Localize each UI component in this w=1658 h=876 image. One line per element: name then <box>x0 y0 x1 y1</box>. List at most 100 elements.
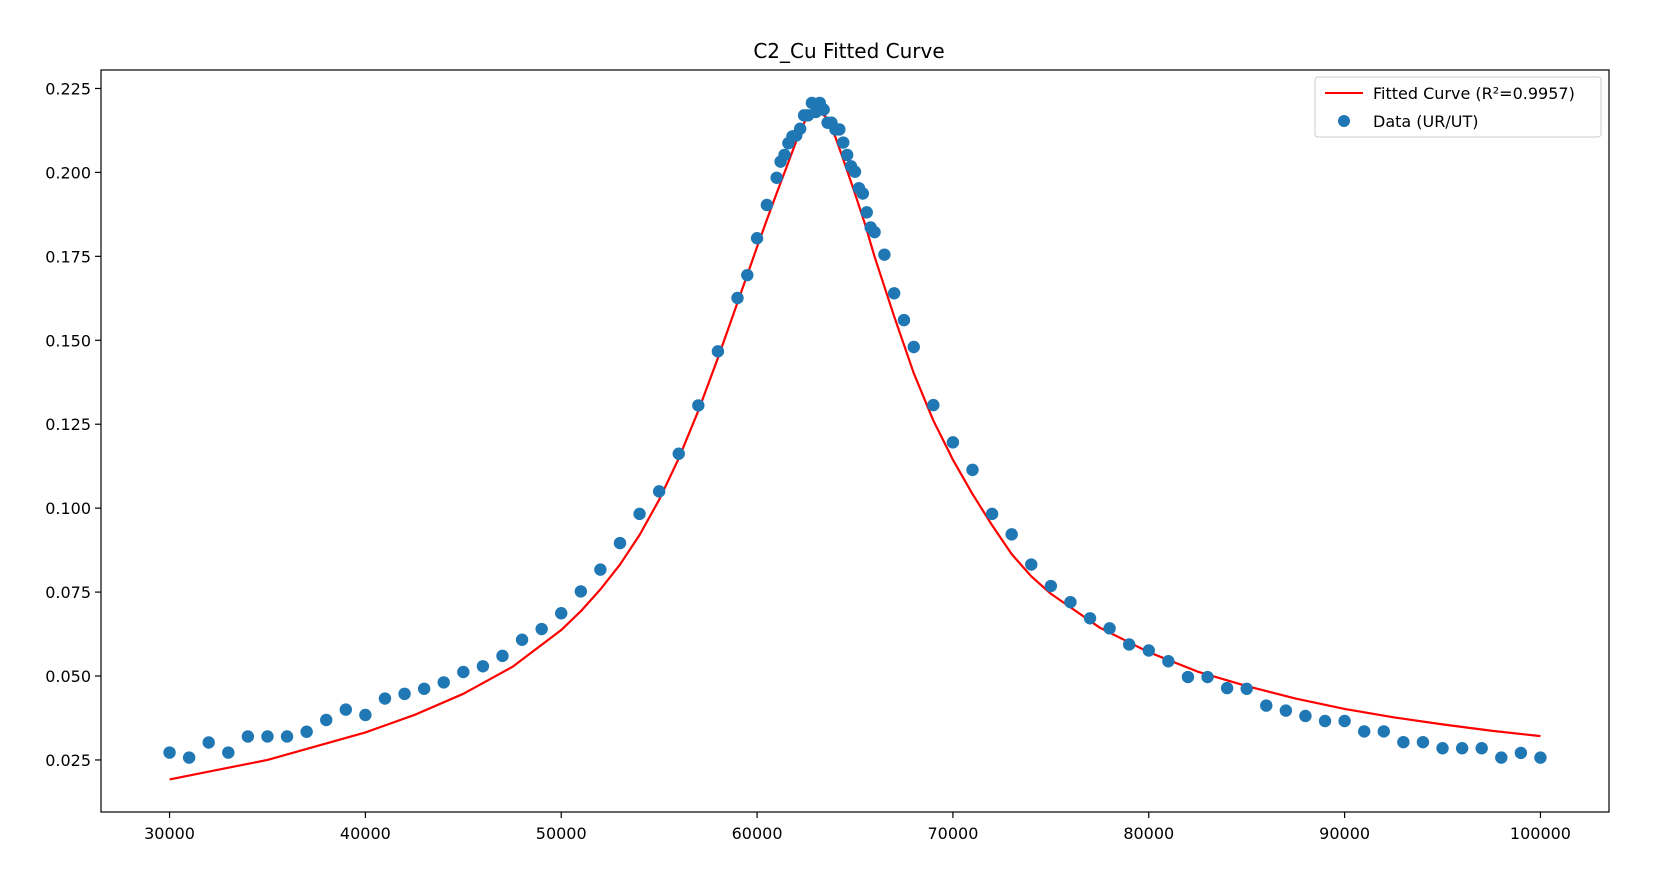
data-point <box>741 268 754 282</box>
x-tick-label: 60000 <box>732 824 783 843</box>
y-tick-label: 0.200 <box>45 163 91 182</box>
legend-label-data: Data (UR/UT) <box>1373 112 1478 131</box>
y-tick-label: 0.100 <box>45 499 91 518</box>
data-point <box>398 687 411 701</box>
data-point <box>856 187 870 200</box>
data-point <box>574 585 588 598</box>
data-point <box>1357 725 1371 738</box>
data-point <box>793 122 807 135</box>
data-point <box>848 165 862 178</box>
y-axis: 0.025 0.050 0.075 0.100 0.125 0.150 0.175 0.200… <box>45 79 101 770</box>
data-point <box>840 148 854 162</box>
legend-box <box>1314 76 1602 138</box>
data-point <box>1220 681 1234 695</box>
data-point <box>1103 622 1116 635</box>
series-layer <box>163 96 1547 781</box>
data-point <box>1181 670 1195 684</box>
data-point <box>711 345 725 358</box>
data-point <box>1201 670 1214 684</box>
y-tick-label: 0.075 <box>45 583 91 602</box>
data-point <box>1142 644 1155 657</box>
data-point <box>1279 704 1293 717</box>
data-point <box>339 703 353 716</box>
data-point <box>817 103 830 116</box>
data-point <box>1455 742 1469 755</box>
data-point <box>672 447 685 460</box>
data-point <box>535 622 548 636</box>
data-point <box>887 287 901 300</box>
data-point <box>750 232 764 245</box>
data-point <box>1436 742 1449 755</box>
data-point <box>222 746 235 759</box>
data-point <box>594 563 607 576</box>
data-point <box>1299 709 1312 723</box>
data-point <box>437 676 450 689</box>
data-point <box>1534 751 1547 764</box>
y-tick-label: 0.050 <box>45 667 91 686</box>
data-point <box>378 692 392 705</box>
data-point <box>1162 655 1175 668</box>
data-point <box>359 708 372 722</box>
x-tick-label: 50000 <box>536 824 587 843</box>
y-tick-label: 0.225 <box>45 79 91 98</box>
data-point <box>760 198 774 212</box>
legend-marker-swatch <box>1338 115 1350 127</box>
x-axis: 30000 40000 50000 60000 70000 80000 90000 10000… <box>144 812 1571 843</box>
plot-frame <box>100 69 1610 813</box>
x-tick-label: 100000 <box>1510 824 1571 843</box>
data-point <box>868 225 881 239</box>
chart-title: C2_Cu Fitted Curve <box>753 39 944 63</box>
x-tick-label: 70000 <box>927 824 978 843</box>
data-point <box>515 633 529 646</box>
data-point <box>1025 558 1038 571</box>
data-point <box>182 751 196 764</box>
y-tick-label: 0.150 <box>45 331 91 350</box>
data-point <box>613 536 627 550</box>
data-point <box>897 313 911 327</box>
data-point <box>837 136 850 149</box>
x-tick-label: 90000 <box>1319 824 1370 843</box>
data-point <box>652 485 666 498</box>
data-point <box>280 730 294 743</box>
data-point <box>946 436 960 449</box>
plot-background <box>101 70 1609 812</box>
data-point <box>417 682 431 695</box>
x-tick-label: 30000 <box>144 824 195 843</box>
data-point <box>878 248 891 261</box>
legend: Fitted Curve (R²=0.9957) Data (UR/UT) <box>1314 76 1602 138</box>
data-point <box>1416 735 1430 749</box>
data-point <box>1122 638 1136 651</box>
data-point <box>770 171 783 184</box>
data-point <box>163 746 176 759</box>
data-point <box>1064 595 1077 609</box>
data-point <box>966 463 979 477</box>
data-point <box>731 291 744 305</box>
y-tick-label: 0.125 <box>45 415 91 434</box>
data-point <box>496 649 509 663</box>
data-point <box>1044 579 1058 593</box>
data-point <box>1240 682 1253 695</box>
x-tick-label: 40000 <box>340 824 391 843</box>
data-point <box>927 398 940 412</box>
data-point <box>860 206 873 219</box>
data-point <box>1083 612 1097 625</box>
data-point <box>261 730 274 743</box>
data-point <box>778 148 791 162</box>
data-point <box>1005 528 1018 541</box>
data-point <box>1260 699 1273 712</box>
data-point <box>1495 751 1508 764</box>
legend-label-fitted: Fitted Curve (R²=0.9957) <box>1373 84 1575 103</box>
data-point <box>300 725 313 738</box>
data-point <box>1514 746 1528 760</box>
data-point <box>1475 742 1488 755</box>
data-point <box>1397 735 1410 749</box>
y-tick-label: 0.025 <box>45 751 91 770</box>
x-tick-label: 80000 <box>1123 824 1174 843</box>
y-tick-label: 0.175 <box>45 247 91 266</box>
data-point <box>633 507 646 521</box>
data-point <box>1338 714 1351 728</box>
data-point <box>1318 714 1332 728</box>
data-point <box>476 660 490 673</box>
plot-area <box>101 70 1609 812</box>
